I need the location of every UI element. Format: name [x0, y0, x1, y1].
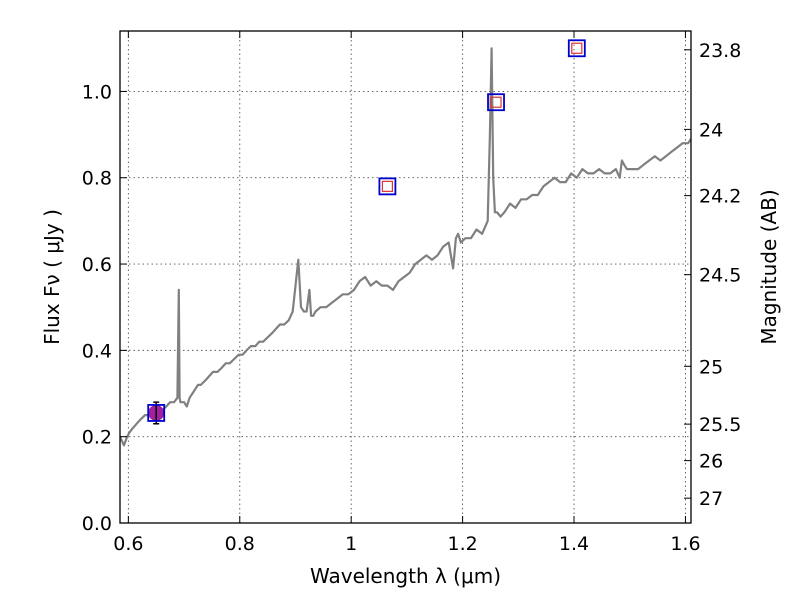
photometry-marker	[378, 177, 397, 196]
y-tick-label: 0.8	[82, 168, 112, 190]
y2-tick-label: 23.8	[699, 40, 741, 62]
x-tick-label: 1.4	[559, 533, 589, 555]
photometry-points	[147, 39, 586, 425]
x-tick-label: 1.2	[447, 533, 477, 555]
plot-frame	[119, 30, 692, 524]
y2-tick-label: 27	[699, 488, 723, 510]
y2-tick-label: 26	[699, 451, 723, 473]
y2-tick-label: 25.5	[699, 414, 741, 436]
y-tick-label: 0.0	[82, 513, 112, 535]
model-marker	[381, 180, 393, 192]
x-tick-label: 1	[345, 533, 357, 555]
y-tick-label: 0.4	[82, 340, 112, 362]
y-tick-label: 0.6	[82, 254, 112, 276]
axis-ticks: 0.6 0.8 1 1.2 1.4 1.6 0.0 0.2 0.4 0.6 0.8 1.0 23.8 24…	[82, 31, 741, 555]
y-tick-label: 0.2	[82, 427, 112, 449]
y2-tick-label: 24.5	[699, 265, 741, 287]
y2-tick-label: 24	[699, 119, 723, 141]
y-tick-label: 1.0	[82, 81, 112, 103]
x-tick-label: 0.6	[113, 533, 143, 555]
spectrum-line	[120, 47, 691, 447]
x-tick-label: 1.6	[670, 533, 700, 555]
model-marker	[490, 96, 502, 108]
photometry-marker	[147, 404, 166, 422]
y-axis-label: Flux Fν ( μJy )	[40, 209, 64, 345]
y2-axis-label: Magnitude (AB)	[757, 189, 781, 344]
spectrum-series	[120, 47, 691, 447]
model-marker	[571, 42, 583, 54]
photometry-marker	[487, 93, 505, 112]
y2-tick-label: 24.2	[699, 186, 741, 208]
x-axis-label: Wavelength λ (μm)	[310, 564, 501, 588]
photometry-marker	[567, 39, 586, 58]
y2-tick-label: 25	[699, 356, 723, 378]
x-tick-label: 0.8	[225, 533, 255, 555]
